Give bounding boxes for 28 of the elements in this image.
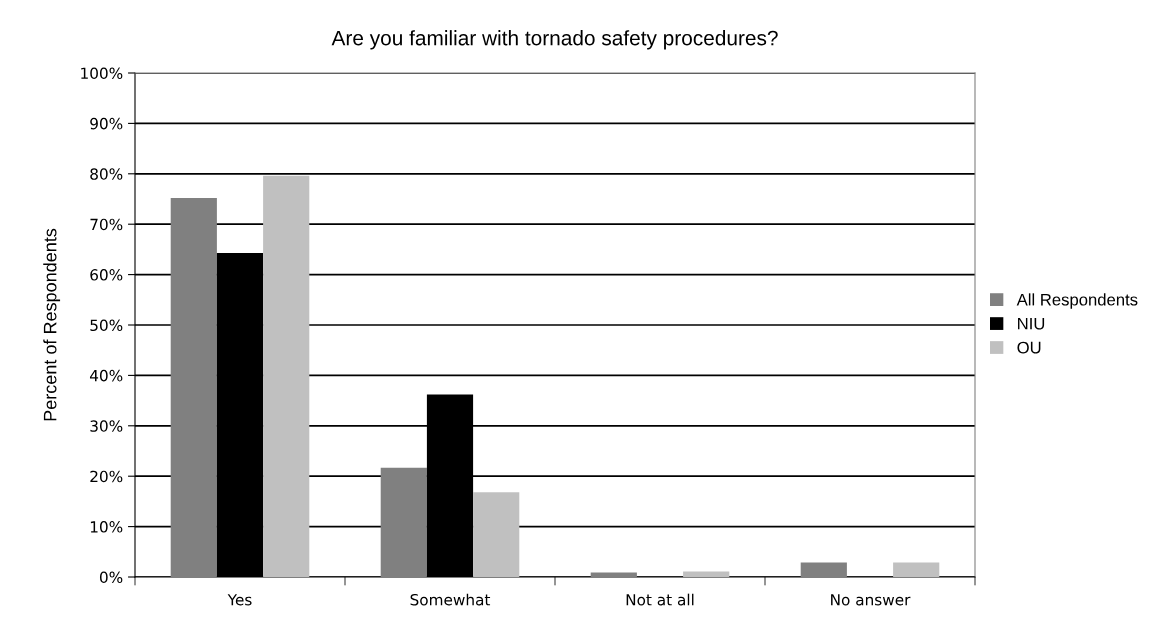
bar (590, 572, 637, 577)
y-tick-label: 40% (89, 369, 123, 382)
y-tick-label: 60% (90, 269, 123, 281)
x-tick-label: Not at all (626, 593, 694, 606)
bar (170, 197, 217, 577)
legend-label: OU (1017, 341, 1041, 354)
y-tick-label: 50% (90, 319, 123, 332)
x-tick-label: No answer (831, 594, 911, 606)
legend-label: NIU (1018, 317, 1045, 330)
bar (893, 562, 940, 577)
bar (263, 175, 310, 577)
y-tick-label: 90% (90, 117, 123, 130)
bar (380, 467, 427, 577)
y-tick-label: 10% (90, 521, 123, 533)
y-tick-label: 30% (90, 420, 123, 432)
y-tick-label: 20% (90, 470, 123, 483)
y-axis-title: Percent of Respondents (43, 228, 61, 421)
y-tick-label: 70% (90, 218, 123, 231)
chart-title: Are you familiar with tornado safety procedures? (331, 30, 778, 50)
bar (800, 562, 847, 577)
y-tick-label: 0% (99, 571, 123, 584)
y-tick-label: 100% (81, 67, 123, 80)
bar (473, 492, 520, 577)
x-tick-label: Yes (227, 594, 252, 606)
legend-label: All Respondents (1016, 293, 1138, 309)
x-tick-label: Somewhat (410, 593, 491, 606)
bar (683, 571, 730, 577)
y-tick-label: 80% (90, 168, 123, 180)
